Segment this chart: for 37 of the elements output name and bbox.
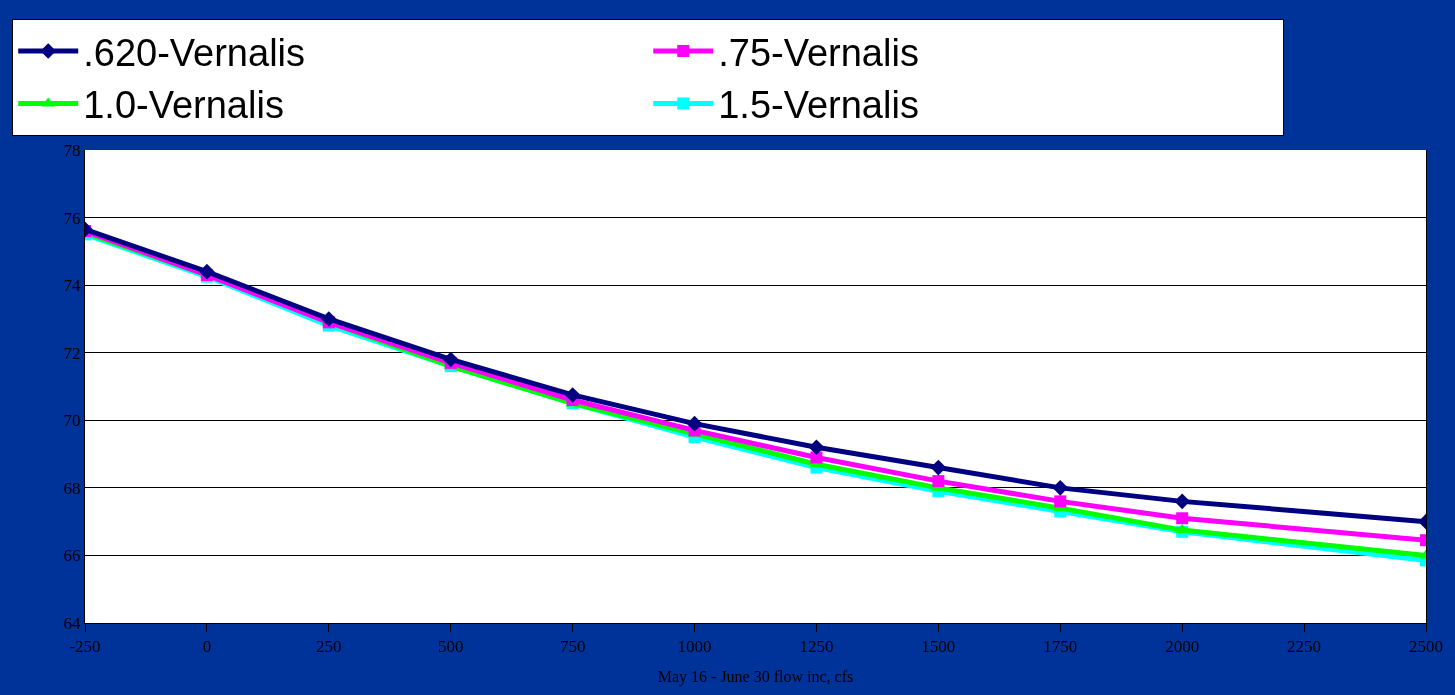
y-tick-label: 76 bbox=[63, 208, 81, 228]
y-tick-label: 72 bbox=[63, 343, 81, 363]
point bbox=[686, 415, 703, 432]
y-tick-label: 78 bbox=[63, 140, 81, 160]
x-tick-label: 1750 bbox=[1043, 637, 1078, 657]
x-tick-label: 1250 bbox=[799, 637, 834, 657]
x-tick-label: 750 bbox=[559, 637, 586, 657]
x-tick-label: 2250 bbox=[1287, 637, 1322, 657]
point bbox=[1176, 512, 1189, 525]
point bbox=[808, 439, 825, 456]
x-tick-label: -250 bbox=[69, 637, 101, 657]
x-axis-title: May 16 - June 30 flow inc, cfs bbox=[657, 668, 854, 687]
x-tick-label: 1500 bbox=[921, 637, 956, 657]
legend-label: 1.5-Vernalis bbox=[718, 84, 919, 127]
x-tick-label: 0 bbox=[202, 637, 212, 657]
point bbox=[199, 263, 215, 280]
point bbox=[930, 459, 947, 476]
legend-label: .620-Vernalis bbox=[83, 31, 306, 74]
point bbox=[564, 387, 581, 403]
point bbox=[442, 351, 459, 368]
point bbox=[932, 475, 945, 488]
point bbox=[321, 311, 337, 327]
point bbox=[1052, 480, 1069, 496]
y-tick-label: 70 bbox=[63, 411, 81, 431]
legend-label: .75-Vernalis bbox=[718, 31, 919, 74]
point bbox=[1054, 495, 1067, 508]
y-tick-label: 66 bbox=[63, 546, 81, 566]
point bbox=[1174, 493, 1190, 510]
x-tick-label: 250 bbox=[316, 637, 342, 657]
y-tick-label: 64 bbox=[63, 613, 82, 633]
legend-label: 1.0-Vernalis bbox=[83, 84, 284, 127]
y-tick-label: 74 bbox=[63, 276, 82, 296]
x-tick-label: 2500 bbox=[1409, 637, 1443, 657]
x-tick-label: 1000 bbox=[677, 637, 712, 657]
x-tick-label: 500 bbox=[437, 637, 464, 657]
y-tick-label: 68 bbox=[63, 478, 81, 498]
x-tick-label: 2000 bbox=[1165, 637, 1200, 657]
